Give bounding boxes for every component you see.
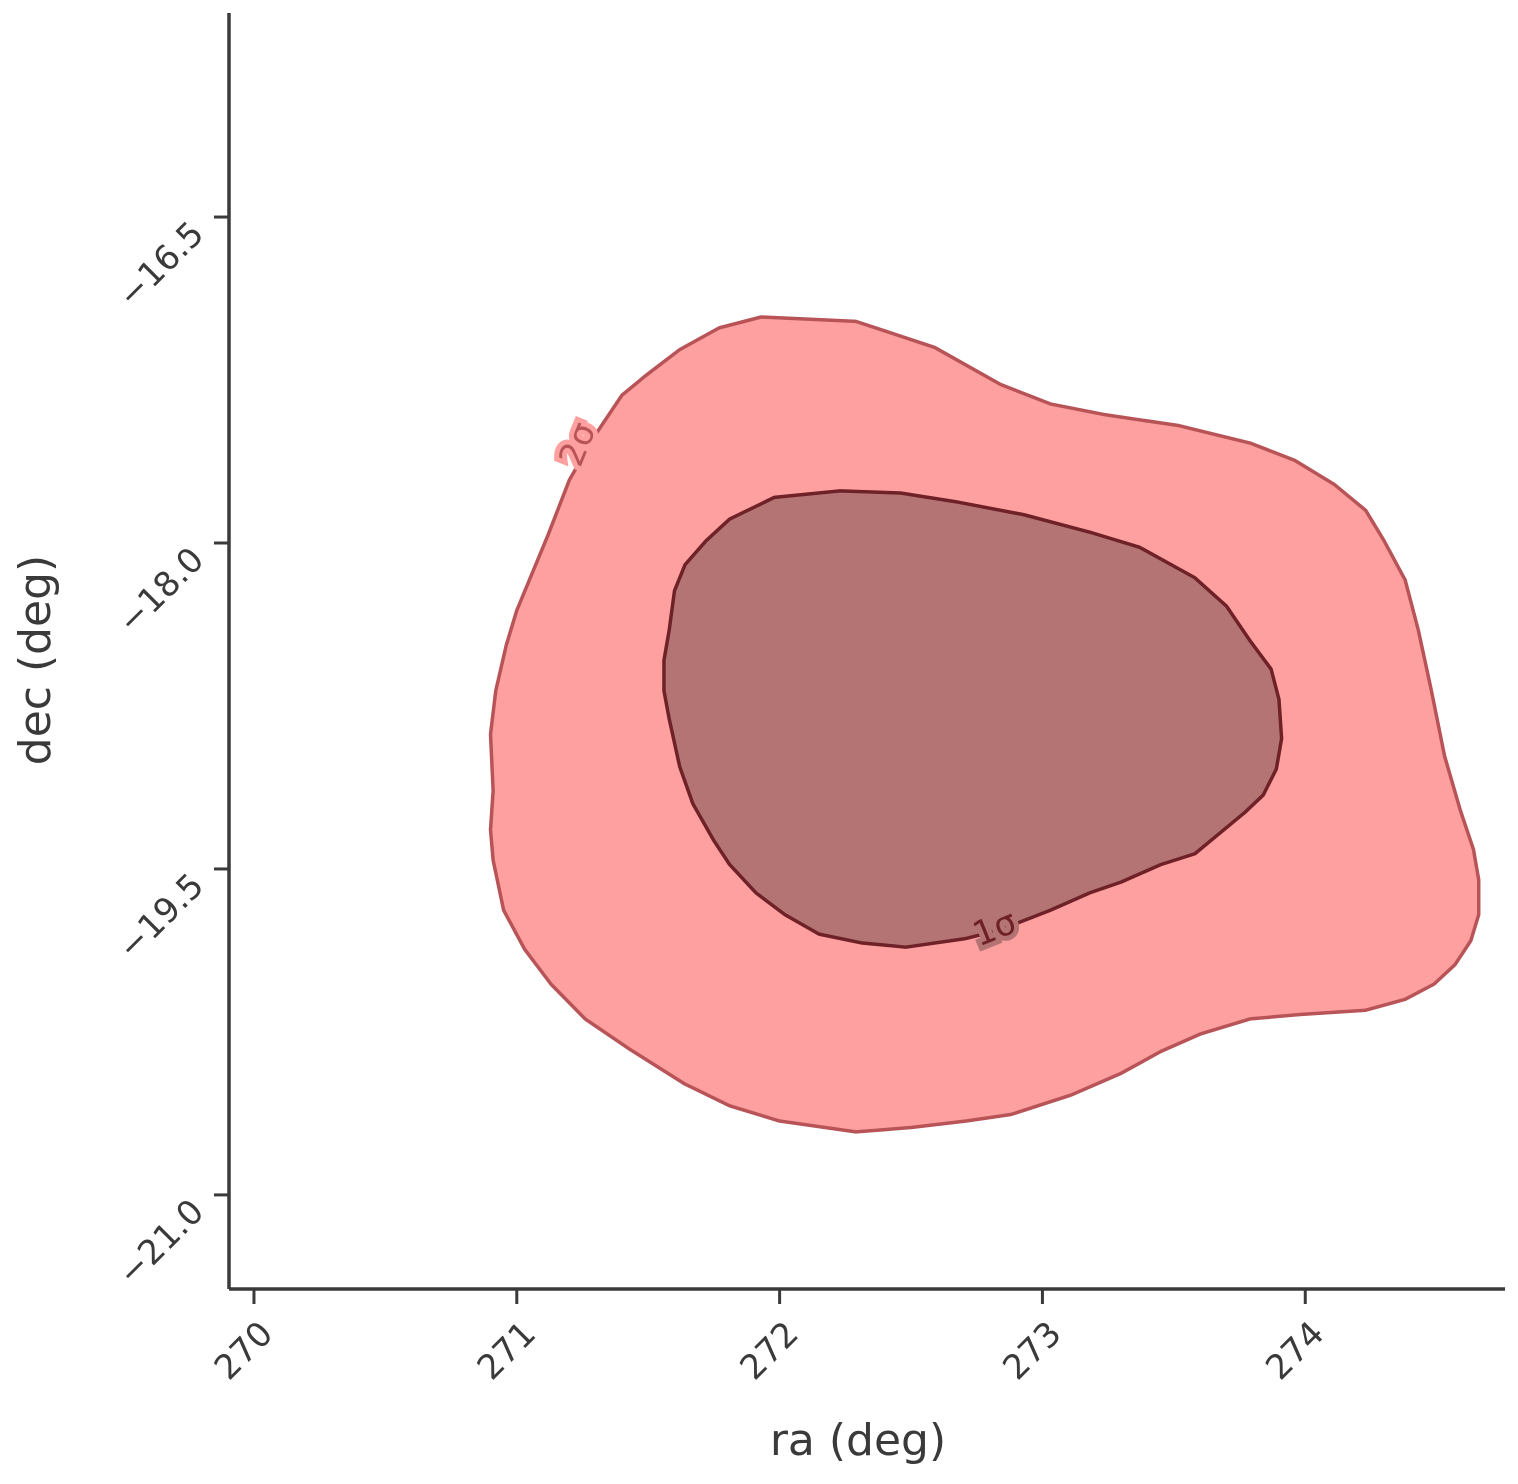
contour-region: [662, 489, 1284, 949]
x-tick-label: 273: [995, 1314, 1069, 1388]
y-tick-label: −18.0: [110, 540, 212, 642]
x-tick-label: 274: [1258, 1314, 1332, 1388]
y-tick-label: −19.5: [110, 866, 212, 968]
x-tick-label: 272: [733, 1314, 807, 1388]
x-tick-label: 270: [207, 1314, 281, 1388]
y-tick-label: −21.0: [110, 1192, 212, 1294]
y-tick-label: −16.5: [110, 214, 212, 316]
y-axis-label: dec (deg): [10, 555, 61, 765]
x-axis-label: ra (deg): [770, 1415, 946, 1466]
x-tick-label: 271: [470, 1314, 544, 1388]
